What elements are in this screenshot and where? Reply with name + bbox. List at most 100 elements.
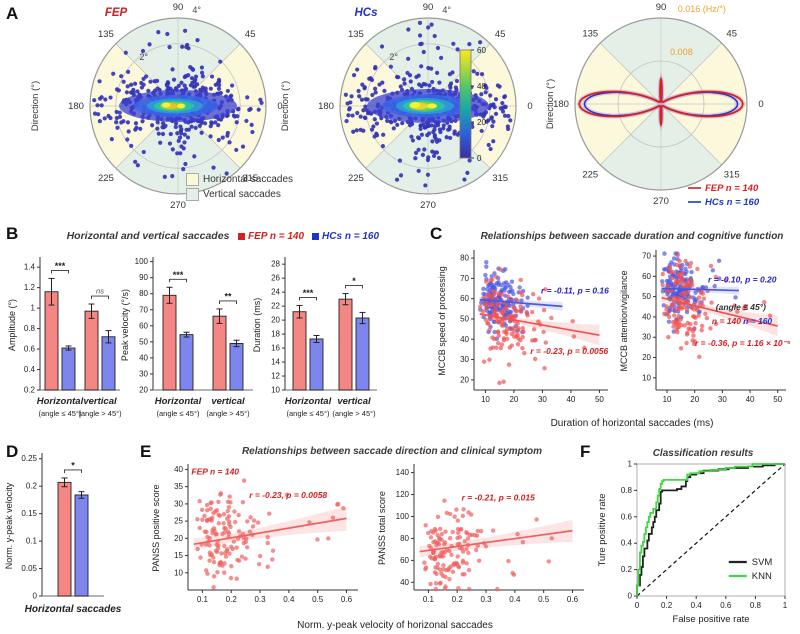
svg-text:40: 40 <box>139 353 148 362</box>
legend-horizontal-saccades: Horizontal saccades <box>186 173 293 186</box>
svg-text:Duration (ms): Duration (ms) <box>252 298 262 353</box>
svg-text:14: 14 <box>271 358 280 367</box>
group-legend: FEP n = 140 HCs n = 160 <box>238 231 379 242</box>
sector-legend: Horizontal saccades Vertical saccades <box>186 173 293 201</box>
svg-text:40: 40 <box>460 335 469 344</box>
svg-text:20: 20 <box>509 395 518 404</box>
svg-text:30: 30 <box>538 395 547 404</box>
norm-y-peak-velocity-bar-chart: 0 0.05 0.1 0.15 0.2 0.25 Norm. y-peak velocity… <box>4 453 122 615</box>
panel-e: E Relationships between saccade directio… <box>140 438 612 634</box>
svg-text:0.8: 0.8 <box>24 324 36 333</box>
svg-text:Norm. y-peak velocity: Norm. y-peak velocity <box>4 482 14 569</box>
svg-text:KNN: KNN <box>752 571 772 582</box>
svg-text:r = -0.21, p = 0.015: r = -0.21, p = 0.015 <box>462 493 536 503</box>
panel-f: F Classification results 0 0 0.2 0.2 0.4 0.4 0… <box>575 438 800 634</box>
panel-c-xlabel: Duration of horizontal saccades (ms) <box>550 418 714 429</box>
svg-text:12: 12 <box>271 372 280 381</box>
svg-text:80: 80 <box>400 534 409 543</box>
svg-text:90: 90 <box>656 2 667 13</box>
svg-text:90: 90 <box>423 2 434 13</box>
saccade-rate-polar-plot: 0 45 90 135 180 225 270 315 0.008 0.016 (Hz/°) Dir… <box>545 2 764 208</box>
svg-text:20: 20 <box>460 375 469 384</box>
svg-text:10: 10 <box>481 395 490 404</box>
svg-text:120: 120 <box>396 490 410 499</box>
svg-text:0.3: 0.3 <box>254 595 266 604</box>
svg-text:0.05: 0.05 <box>21 564 37 573</box>
legend-fep: FEP n = 140 <box>238 231 304 242</box>
svg-text:1: 1 <box>31 304 36 313</box>
svg-text:50: 50 <box>460 314 469 323</box>
svg-text:FEP n = 140: FEP n = 140 <box>191 467 239 477</box>
svg-text:0.6: 0.6 <box>24 345 36 354</box>
svg-text:0.4: 0.4 <box>509 595 521 604</box>
svg-text:Peak velocity (°/s): Peak velocity (°/s) <box>120 289 130 361</box>
svg-text:135: 135 <box>98 29 114 40</box>
svg-text:30: 30 <box>139 369 148 378</box>
svg-text:(angle > 45°): (angle > 45°) <box>78 409 122 418</box>
svg-text:60: 60 <box>460 294 469 303</box>
svg-text:r = -0.36, p = 1.16 × 10⁻⁵: r = -0.36, p = 1.16 × 10⁻⁵ <box>695 338 791 348</box>
svg-text:0.15: 0.15 <box>21 509 37 518</box>
svg-text:20: 20 <box>642 353 651 362</box>
svg-text:0.2: 0.2 <box>226 595 238 604</box>
svg-text:70: 70 <box>460 274 469 283</box>
svg-text:0.4: 0.4 <box>621 539 633 548</box>
svg-text:SVM: SVM <box>752 557 773 568</box>
svg-text:0.2: 0.2 <box>26 482 38 491</box>
svg-text:40: 40 <box>400 578 409 587</box>
svg-text:0.5: 0.5 <box>538 595 550 604</box>
svg-text:0.6: 0.6 <box>341 595 353 604</box>
panel-e-title: Relationships between saccade direction … <box>241 446 543 457</box>
svg-text:ns: ns <box>96 287 104 296</box>
speed-processing-scatter: 20 30 40 50 60 70 80 10 20 30 40 50 MCCB speed of pr… <box>437 250 609 404</box>
svg-text:(angle > 45°): (angle > 45°) <box>332 409 376 418</box>
vertical-sector-swatch <box>186 188 199 201</box>
svg-text:PANSS positive score: PANSS positive score <box>151 484 161 571</box>
svg-text:***: *** <box>55 261 66 271</box>
svg-text:225: 225 <box>582 170 598 181</box>
legend-hcs: HCs n = 160 <box>312 231 379 242</box>
svg-text:20: 20 <box>174 534 183 543</box>
svg-text:0.2: 0.2 <box>24 386 36 395</box>
svg-text:315: 315 <box>242 173 258 184</box>
svg-text:r = -0.23, p = 0.0058: r = -0.23, p = 0.0058 <box>249 490 327 500</box>
svg-text:40: 40 <box>566 395 575 404</box>
svg-text:20: 20 <box>139 386 148 395</box>
svg-text:80: 80 <box>139 289 148 298</box>
svg-text:0.4: 0.4 <box>24 365 36 374</box>
svg-text:10: 10 <box>174 568 183 577</box>
svg-text:0.1: 0.1 <box>26 537 38 546</box>
panel-f-title: Classification results <box>652 448 754 459</box>
svg-text:0.6: 0.6 <box>567 595 579 604</box>
svg-text:80: 80 <box>460 254 469 263</box>
svg-text:Amplitude (°): Amplitude (°) <box>7 299 17 351</box>
svg-text:MCCB attention/vigilance: MCCB attention/vigilance <box>619 270 629 371</box>
svg-text:0.5: 0.5 <box>312 595 324 604</box>
svg-text:70: 70 <box>642 252 651 261</box>
svg-text:40: 40 <box>477 82 486 91</box>
panel-b-title: Horizontal and vertical saccades <box>66 230 230 242</box>
svg-text:***: *** <box>303 288 314 298</box>
panel-d-label: D <box>6 442 19 461</box>
svg-text:MCCB speed of processing: MCCB speed of processing <box>437 266 447 376</box>
svg-text:*: * <box>71 460 75 470</box>
svg-text:100: 100 <box>135 257 149 266</box>
duration-bar-chart: 10 12 14 16 18 20 22 24 26 28 Duration (ms) *** Hori… <box>252 257 377 418</box>
svg-text:1: 1 <box>628 460 633 469</box>
svg-text:0.4: 0.4 <box>691 601 703 610</box>
panel-b-label: B <box>6 224 19 243</box>
svg-text:315: 315 <box>724 170 740 181</box>
attention-vigilance-scatter: 10 20 30 40 50 60 70 10 20 30 40 50 MCCB attention/v… <box>619 250 791 404</box>
svg-text:20: 20 <box>690 395 699 404</box>
svg-text:60: 60 <box>642 272 651 281</box>
svg-text:180: 180 <box>68 101 84 112</box>
svg-text:0.2: 0.2 <box>661 601 673 610</box>
svg-text:40: 40 <box>746 395 755 404</box>
svg-text:60: 60 <box>400 556 409 565</box>
svg-text:20: 20 <box>477 118 486 127</box>
roc-curve-chart: 00 0.2 0.2 0.4 0.4 0.6 0.6 0.8 0.8 1 1 Ture positiv… <box>597 460 788 626</box>
svg-text:(angle ≤ 45°): (angle ≤ 45°) <box>287 409 330 418</box>
panss-total-scatter: 40 60 80 100 120 140 0.1 0.2 0.3 0.4 0.5 0.6 PANSS t… <box>377 464 584 604</box>
svg-text:30: 30 <box>460 355 469 364</box>
